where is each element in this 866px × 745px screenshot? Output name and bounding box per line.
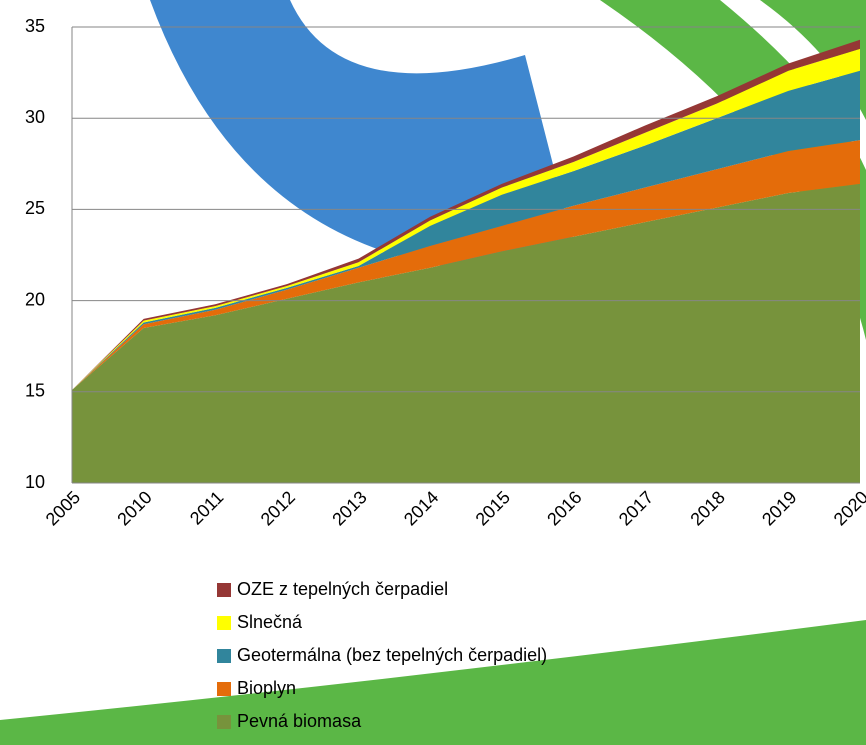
legend-swatch (217, 583, 231, 597)
area (72, 48, 860, 390)
area (72, 183, 860, 483)
legend-label: Geotermálna (bez tepelných čerpadiel) (237, 645, 547, 665)
x-tick-label: 2010 (113, 487, 155, 529)
y-tick-label: 30 (25, 107, 45, 127)
legend-swatch (217, 616, 231, 630)
x-tick-label: 2005 (42, 487, 84, 529)
legend-label: Slnečná (237, 612, 303, 632)
x-tick-label: 2016 (543, 487, 585, 529)
legend-swatch (217, 649, 231, 663)
x-tick-label: 2019 (758, 487, 800, 529)
area (72, 70, 860, 390)
x-tick-label: 2020 (830, 487, 866, 529)
legend-swatch (217, 682, 231, 696)
x-tick-label: 2013 (328, 487, 370, 529)
x-tick-label: 2017 (615, 487, 657, 529)
y-tick-label: 35 (25, 16, 45, 36)
legend-swatch (217, 715, 231, 729)
y-tick-label: 15 (25, 381, 45, 401)
legend-label: Pevná biomasa (237, 711, 362, 731)
x-tick-label: 2018 (686, 487, 728, 529)
y-tick-label: 10 (25, 472, 45, 492)
x-tick-label: 2011 (186, 487, 228, 529)
y-tick-label: 25 (25, 198, 45, 218)
y-tick-label: 20 (25, 289, 45, 309)
x-tick-label: 2014 (400, 487, 442, 529)
legend-label: Bioplyn (237, 678, 296, 698)
legend-label: OZE z tepelných čerpadiel (237, 579, 448, 599)
x-tick-label: 2015 (472, 487, 514, 529)
x-tick-label: 2012 (257, 487, 299, 529)
area (72, 140, 860, 390)
